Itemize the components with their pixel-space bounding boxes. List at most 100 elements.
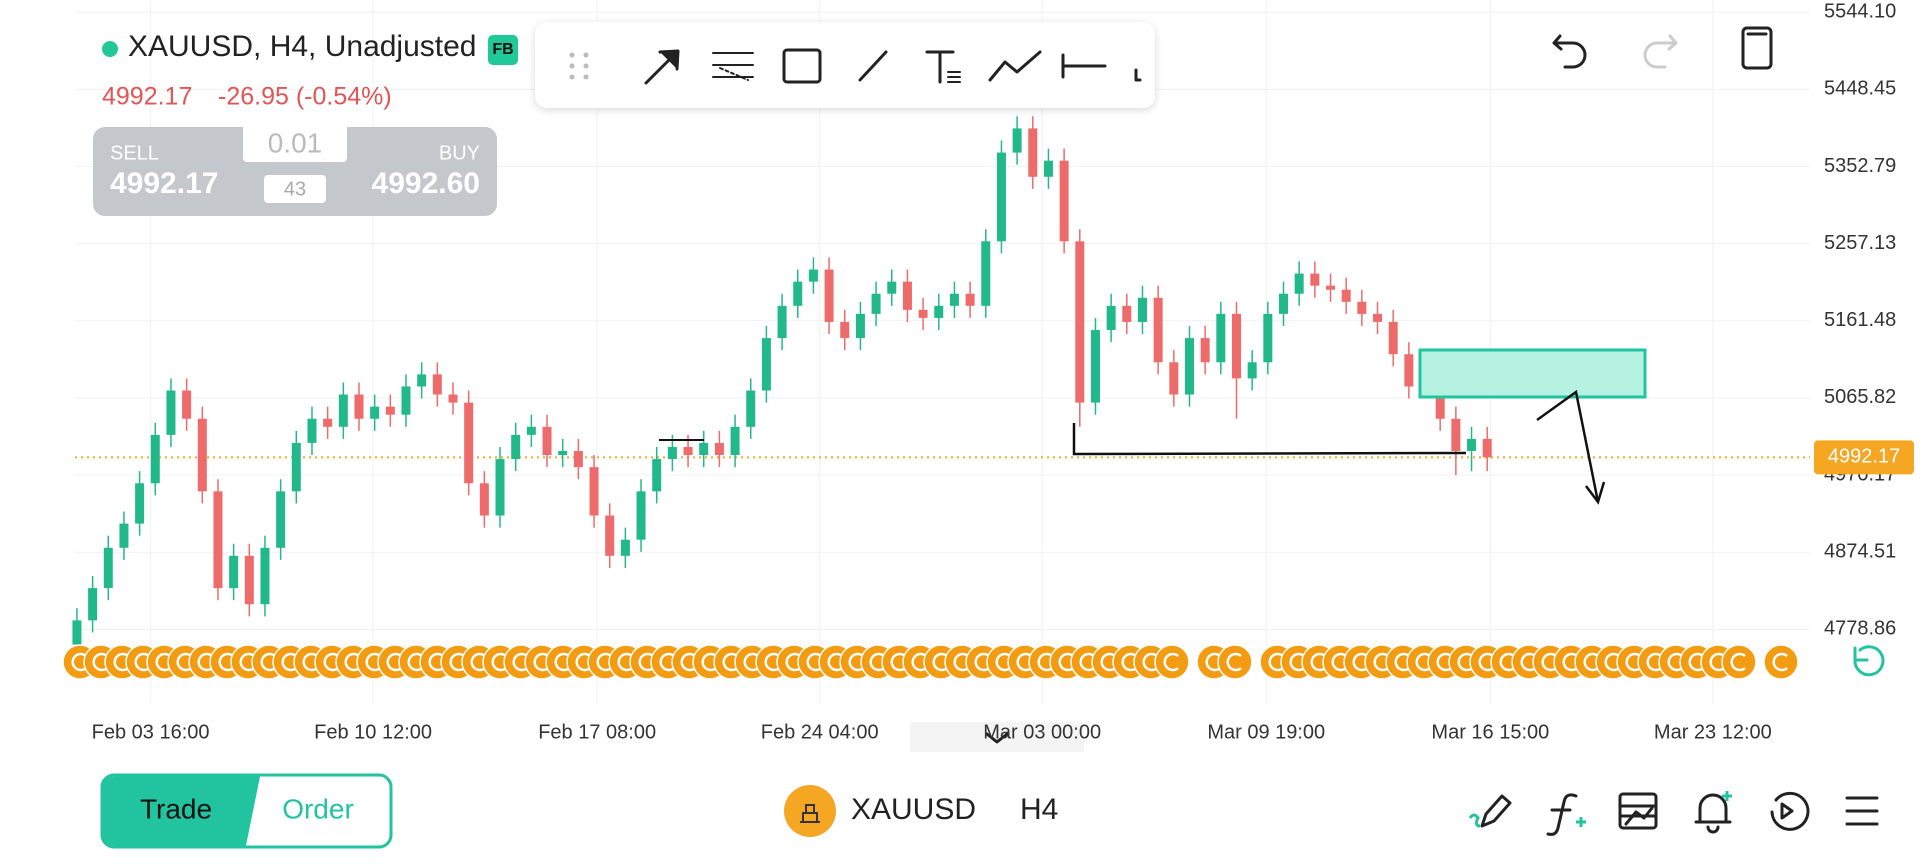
y-tick-label: 5257.13	[1824, 232, 1896, 254]
candle-body	[777, 305, 787, 339]
y-tick-label: 4778.86	[1824, 618, 1896, 640]
event-marker-glyph	[890, 652, 906, 672]
event-marker-glyph	[1478, 652, 1494, 672]
event-marker-glyph	[1562, 652, 1578, 672]
rectangle-tool[interactable]	[782, 48, 822, 84]
pen-icon[interactable]	[1468, 794, 1512, 828]
gold-icon[interactable]	[784, 785, 836, 837]
function-icon[interactable]	[1546, 793, 1586, 836]
candle-body	[1075, 241, 1085, 403]
candle-body	[1200, 338, 1210, 363]
indicator-icon[interactable]	[1618, 792, 1658, 830]
candle-body	[887, 281, 897, 294]
candle-body	[996, 152, 1006, 242]
candle-body	[1341, 289, 1351, 302]
menu-icon[interactable]	[1845, 796, 1879, 826]
event-marker-glyph	[743, 652, 759, 672]
x-tick-label: Feb 10 12:00	[314, 721, 432, 743]
candle-body	[620, 539, 630, 556]
sell-price[interactable]: 4992.17	[110, 167, 218, 200]
candle-body	[291, 442, 301, 492]
grip-icon[interactable]	[569, 52, 589, 80]
candle-body	[793, 281, 803, 306]
candle-body	[495, 459, 505, 516]
candle-body	[432, 374, 442, 395]
candle-body	[307, 418, 317, 443]
alert-icon[interactable]	[1694, 791, 1732, 834]
event-marker-glyph	[176, 652, 192, 672]
support-line[interactable]	[1072, 423, 1467, 456]
x-tick-label: Feb 03 16:00	[92, 721, 210, 743]
horizontal-ray-tool[interactable]	[1061, 53, 1107, 79]
fib-tool[interactable]	[712, 52, 754, 81]
badge: FB	[492, 41, 513, 58]
replay-icon[interactable]	[1770, 791, 1810, 831]
more-tool[interactable]	[1134, 68, 1142, 82]
event-marker-glyph	[428, 652, 444, 672]
candle-body	[479, 483, 489, 516]
event-markers	[62, 644, 1799, 680]
bottom-symbol[interactable]: XAUUSD	[851, 793, 976, 826]
candle-body	[761, 338, 771, 391]
event-marker-glyph	[134, 652, 150, 672]
event-marker-glyph	[1205, 652, 1221, 672]
event-marker-glyph	[1457, 652, 1473, 672]
candle-body	[1028, 128, 1038, 177]
event-marker-glyph	[1709, 652, 1725, 672]
event-marker-glyph	[197, 652, 213, 672]
lot[interactable]: 0.01	[268, 127, 323, 158]
event-marker-glyph	[596, 652, 612, 672]
zone-rectangle[interactable]	[1418, 348, 1647, 399]
reset-icon[interactable]	[1853, 645, 1885, 677]
event-marker-glyph	[1520, 652, 1536, 672]
axes: 5544.10 5448.45 5352.79 5257.13 5161.48 5065.…	[92, 0, 1914, 743]
event-marker-glyph	[1121, 652, 1137, 672]
line-tool[interactable]	[858, 50, 888, 82]
event-marker-glyph	[1772, 652, 1788, 672]
buy-price[interactable]: 4992.60	[372, 167, 480, 200]
undo-icon[interactable]	[1552, 34, 1587, 69]
sell-label[interactable]: SELL	[110, 142, 159, 164]
lot-box[interactable]	[243, 124, 347, 162]
buy-label[interactable]: BUY	[439, 142, 480, 164]
candle-body	[1482, 438, 1492, 458]
y-tick-label: 4874.51	[1824, 540, 1896, 562]
bottom-timeframe[interactable]: H4	[1020, 793, 1058, 826]
candle-body	[1043, 160, 1053, 177]
arrow-tool[interactable]	[644, 49, 680, 85]
candle-body	[981, 241, 991, 306]
event-marker-glyph	[764, 652, 780, 672]
redo-icon[interactable]	[1643, 34, 1678, 69]
symbol-title[interactable]: XAUUSD, H4, Unadjusted	[128, 30, 477, 63]
arrow-path[interactable]	[1536, 389, 1600, 503]
event-marker-glyph	[911, 652, 927, 672]
order-tab[interactable]: Order	[282, 793, 354, 824]
event-marker-glyph	[617, 652, 633, 672]
layout-icon[interactable]	[1741, 26, 1773, 70]
event-marker-glyph	[344, 652, 360, 672]
candle-body	[119, 523, 129, 548]
drawing-toolbar	[535, 22, 1155, 108]
time-tab[interactable]	[910, 722, 1084, 752]
event-marker-glyph	[1163, 652, 1179, 672]
event-marker	[1154, 644, 1190, 680]
last-price-label: 4992.17	[1828, 446, 1900, 468]
event-marker-glyph	[1730, 652, 1746, 672]
y-tick-label: 5065.82	[1824, 386, 1896, 408]
candle-body	[166, 390, 176, 435]
event-marker-glyph	[1625, 652, 1641, 672]
event-marker-glyph	[407, 652, 423, 672]
candle-body	[1137, 297, 1147, 322]
event-marker-glyph	[1310, 652, 1326, 672]
candle-body	[135, 483, 145, 524]
candle-body	[323, 418, 333, 427]
y-tick-label: 5544.10	[1824, 0, 1896, 22]
event-marker-glyph	[1499, 652, 1515, 672]
candle-body	[652, 459, 662, 492]
trade-tab[interactable]: Trade	[140, 793, 212, 824]
polyline-tool[interactable]	[988, 50, 1042, 82]
arrow-head	[1585, 481, 1606, 505]
text-tool[interactable]	[925, 50, 961, 84]
candle-body	[1326, 285, 1336, 290]
